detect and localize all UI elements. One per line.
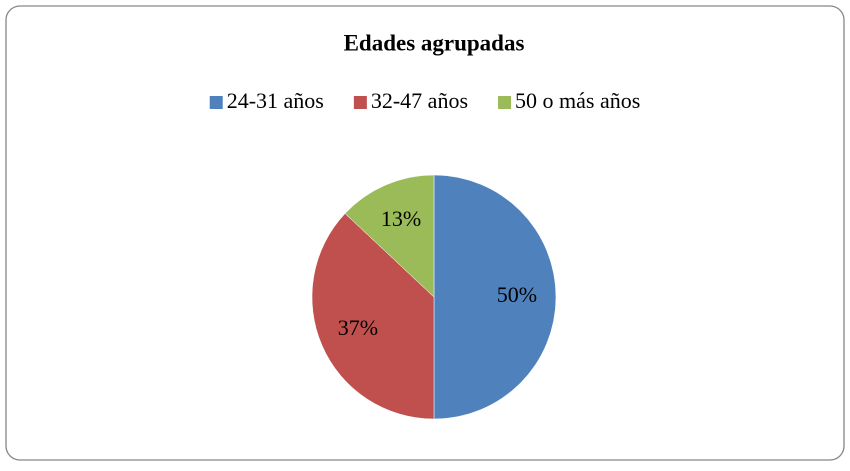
legend-swatch [209,96,223,109]
legend-swatch [498,96,512,109]
chart-title: Edades agrupadas [344,30,525,55]
legend-label: 50 o más años [515,88,640,113]
pie-slice [344,174,435,298]
legend-label: 32-47 años [371,88,468,113]
legend-swatch [353,96,367,109]
data-label: 13% [381,206,421,231]
data-label: 50% [497,282,537,307]
data-label: 37% [338,315,378,340]
pie-slice [433,174,557,420]
legend-label: 24-31 años [227,88,324,113]
pie-slice [311,213,435,420]
